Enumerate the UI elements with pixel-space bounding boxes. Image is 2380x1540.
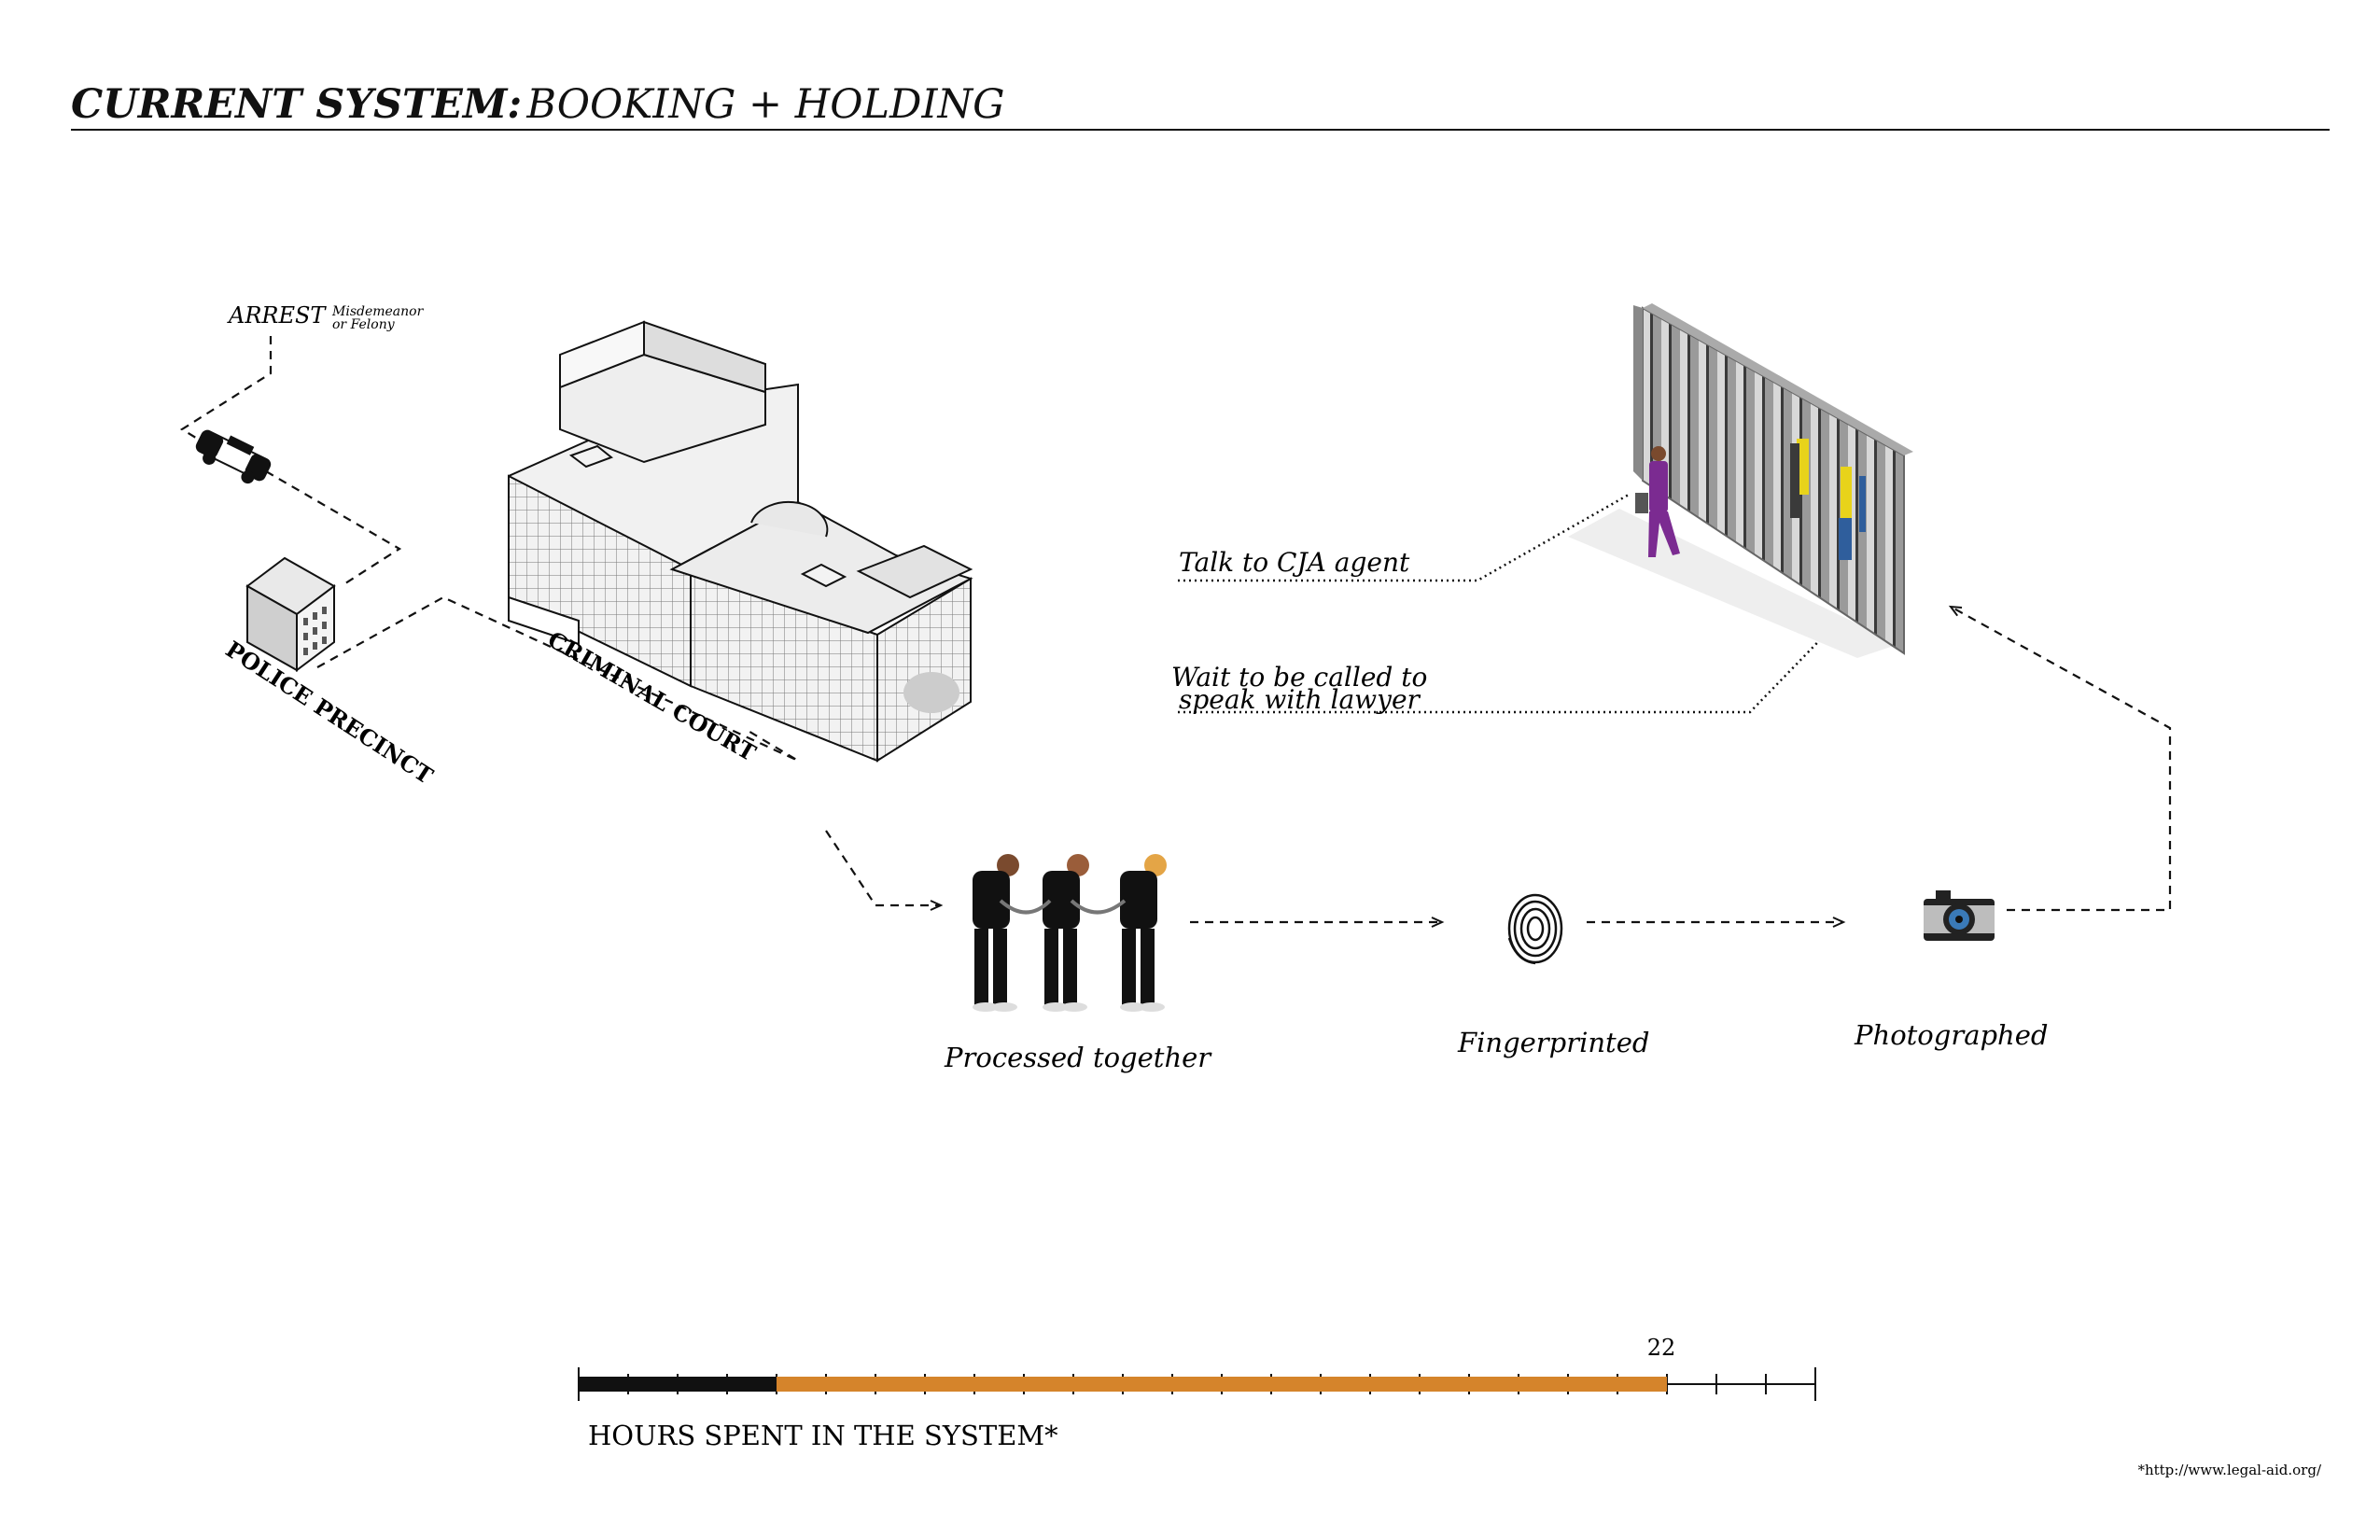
arrest-label: ARREST xyxy=(227,302,327,329)
criminal-court-building-icon xyxy=(508,320,973,763)
footnote: *http://www.legal-aid.org/ xyxy=(2137,1462,2321,1478)
hours-marker-label: 22 xyxy=(1647,1335,1676,1361)
processed-label: Processed together xyxy=(944,1042,1212,1073)
police-precinct-building-icon xyxy=(245,556,336,672)
police-car-icon xyxy=(195,429,272,484)
wait-label-line-1: Wait to be called to xyxy=(1171,662,1427,693)
cja-agent-figure xyxy=(1635,446,1680,557)
talk-cja-label: Talk to CJA agent xyxy=(1179,547,1410,578)
page-title: CURRENT SYSTEM: BOOKING + HOLDING xyxy=(71,80,2330,131)
holding-cell-icon xyxy=(1568,303,1913,658)
arrest-note-line-2: or Felony xyxy=(332,317,396,332)
title-sub: BOOKING + HOLDING xyxy=(526,81,1005,128)
flow-paths xyxy=(179,336,2172,928)
wait-label-line-2: speak with lawyer xyxy=(1179,684,1421,715)
photographed-label: Photographed xyxy=(1854,1019,2048,1051)
arrest-note-line-1: Misdemeanor xyxy=(331,304,425,319)
timeline-label: HOURS SPENT IN THE SYSTEM* xyxy=(588,1420,1058,1451)
title-main: CURRENT SYSTEM: xyxy=(71,81,523,128)
dotted-leaders xyxy=(1178,493,1840,714)
handcuffed-people-icon xyxy=(973,854,1167,1012)
fingerprint-icon xyxy=(1507,893,1563,965)
camera-icon xyxy=(1924,890,1995,941)
fingerprinted-label: Fingerprinted xyxy=(1457,1027,1649,1058)
timeline-bar-orange xyxy=(777,1377,1667,1392)
timeline-bar-black xyxy=(579,1377,777,1392)
detainee-figures xyxy=(1790,439,1866,560)
